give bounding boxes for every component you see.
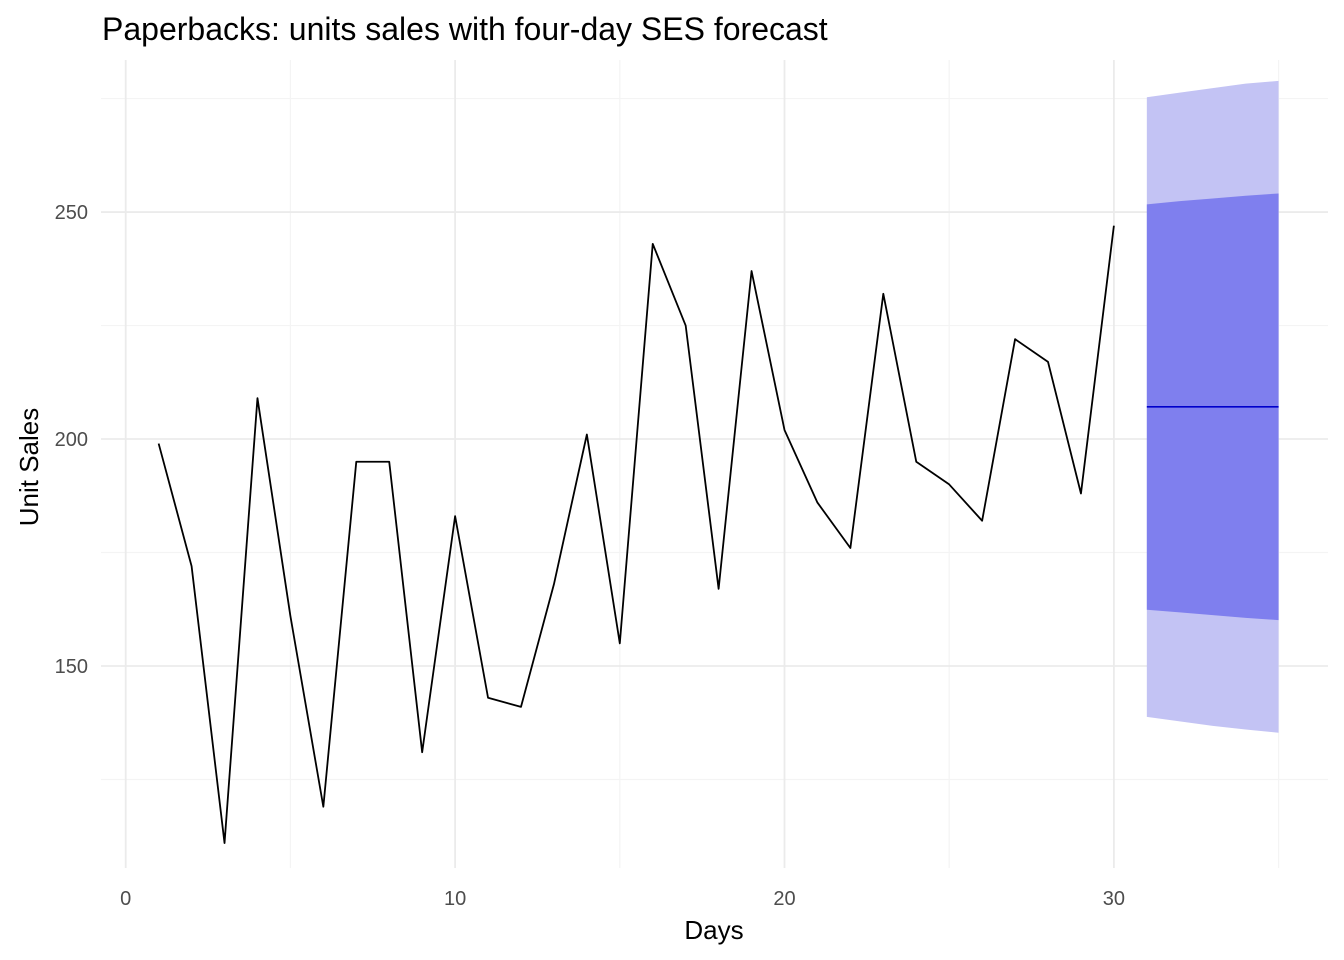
x-axis-tick-labels: 0 10 20 30 bbox=[120, 888, 1125, 910]
y-axis-tick-labels: 150 200 250 bbox=[55, 202, 88, 678]
x-tick-label: 10 bbox=[444, 888, 466, 910]
x-tick-label: 30 bbox=[1103, 888, 1125, 910]
x-axis-label: Days bbox=[684, 915, 743, 945]
y-axis-label: Unit Sales bbox=[14, 408, 44, 527]
y-tick-label: 150 bbox=[55, 656, 88, 678]
data-lines bbox=[157, 225, 1279, 844]
y-tick-label: 200 bbox=[55, 429, 88, 451]
historical-series-line bbox=[157, 225, 1115, 844]
chart-title: Paperbacks: units sales with four-day SE… bbox=[102, 11, 828, 47]
x-tick-label: 20 bbox=[773, 888, 795, 910]
major-gridlines bbox=[101, 60, 1328, 868]
x-tick-label: 0 bbox=[120, 888, 131, 910]
minor-gridlines bbox=[101, 60, 1328, 868]
y-tick-label: 250 bbox=[55, 202, 88, 224]
